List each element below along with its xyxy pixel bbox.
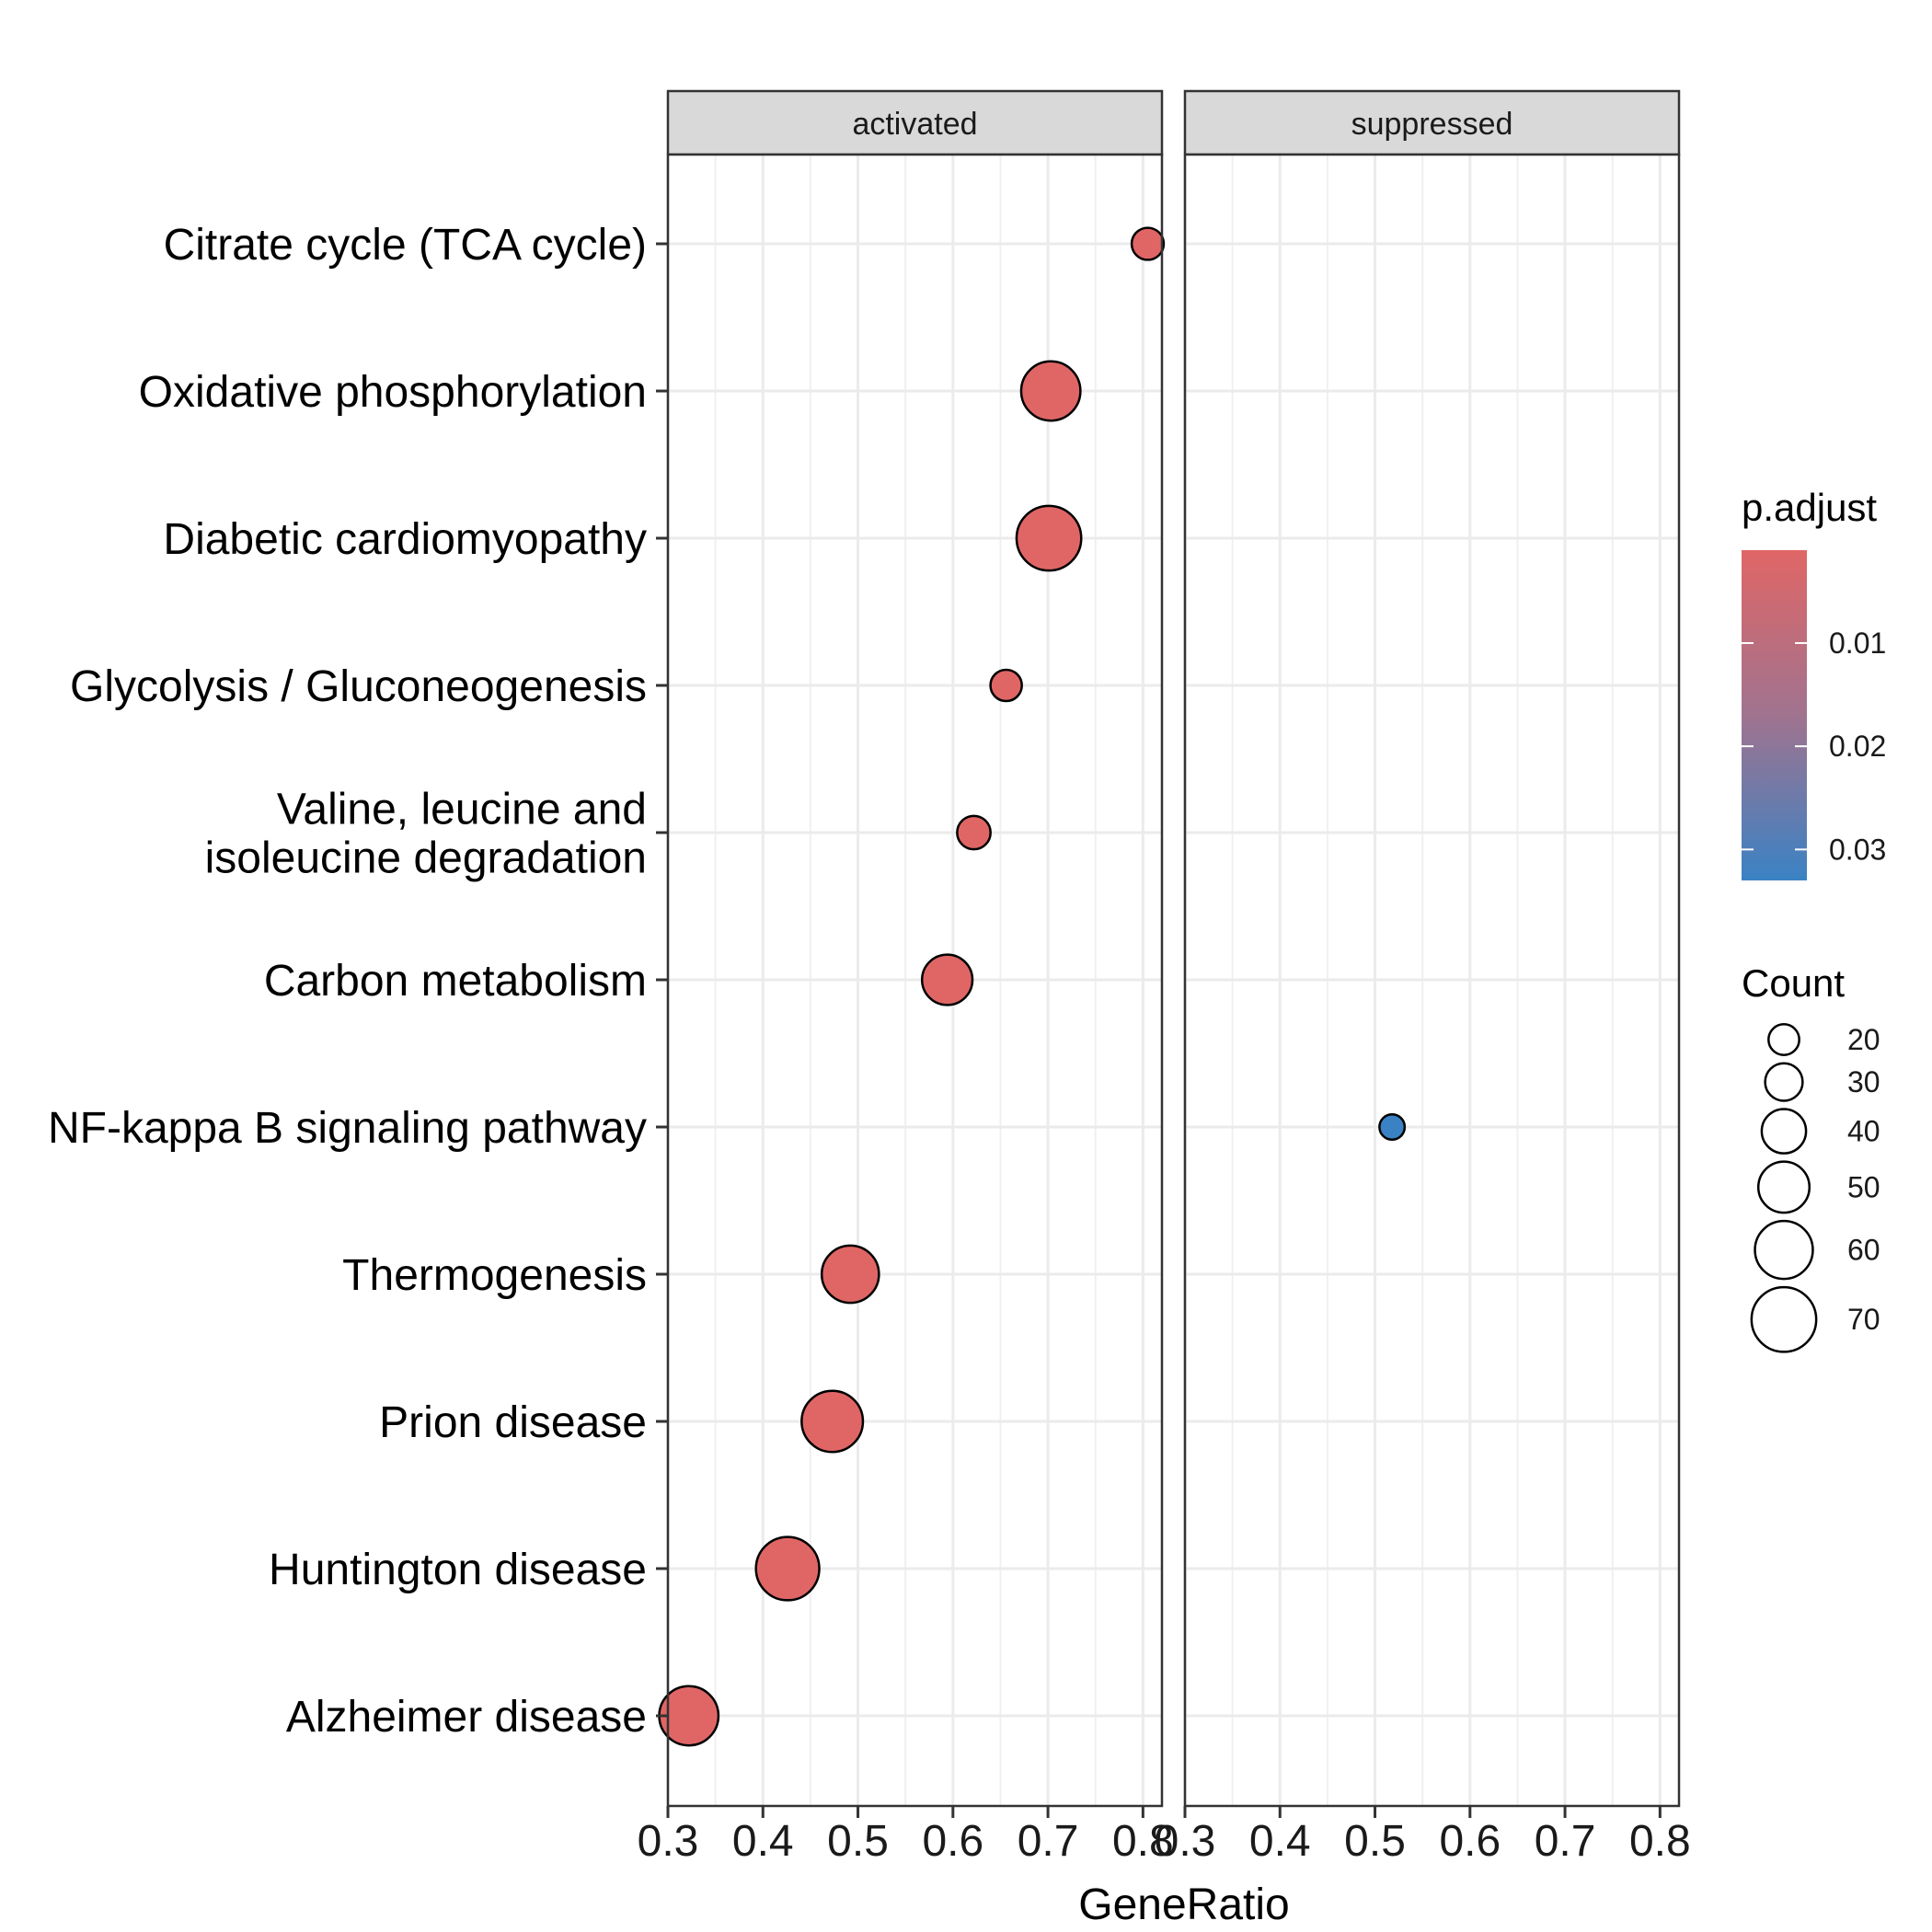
x-axis-title: GeneRatio	[1078, 1880, 1289, 1929]
size-legend-label: 30	[1847, 1065, 1880, 1098]
size-legend-circle	[1756, 1160, 1811, 1214]
x-tick-label: 0.6	[1439, 1817, 1501, 1866]
y-tick-label: NF-kappa B signaling pathway	[48, 1104, 647, 1153]
color-legend-title: p.adjust	[1742, 486, 1877, 529]
x-tick-label: 0.8	[1629, 1817, 1691, 1866]
data-point	[1015, 504, 1083, 572]
size-legend-circle	[1760, 1108, 1808, 1155]
color-legend: p.adjust 0.01 0.02 0.03	[1742, 486, 1886, 880]
data-point	[800, 1389, 865, 1454]
data-point	[1019, 360, 1082, 422]
y-tick-label: Diabetic cardiomyopathy	[163, 515, 647, 564]
color-legend-label: 0.02	[1829, 730, 1886, 763]
y-tick-label: Glycolysis / Gluconeogenesis	[70, 662, 647, 711]
facet-strip-label: activated	[852, 107, 977, 142]
y-tick-label: Oxidative phosphorylation	[139, 368, 647, 417]
data-point	[820, 1244, 880, 1305]
size-legend-label: 60	[1847, 1234, 1880, 1267]
x-tick-label: 0.3	[638, 1817, 699, 1866]
panel-border	[1183, 153, 1681, 1808]
facet-panels: activated suppressed	[658, 89, 1681, 1808]
x-tick-label: 0.4	[732, 1817, 794, 1866]
y-tick-label: Valine, leucine and isoleucine degradatio…	[205, 786, 647, 883]
y-axis-labels: Citrate cycle (TCA cycle) Oxidative phosp…	[48, 221, 668, 1742]
facet-strip	[666, 89, 1164, 156]
color-legend-label: 0.01	[1829, 627, 1886, 660]
x-tick-label: 0.7	[1535, 1817, 1596, 1866]
x-tick-label: 0.5	[827, 1817, 889, 1866]
data-point	[1378, 1113, 1407, 1141]
size-legend-circle	[1750, 1285, 1818, 1353]
data-point	[989, 668, 1023, 703]
y-tick-label: Alzheimer disease	[286, 1693, 647, 1742]
size-legend-label: 20	[1847, 1023, 1880, 1056]
x-axis: 0.3 0.4 0.5 0.6 0.7 0.80.3 0.4 0.5 0.6 0.7 0.8	[638, 1806, 1691, 1866]
size-legend-circle	[1767, 1023, 1800, 1056]
data-point	[1130, 226, 1166, 261]
y-tick-label: Carbon metabolism	[264, 957, 647, 1006]
color-legend-bar	[1742, 550, 1807, 880]
data-point	[754, 1535, 821, 1602]
data-point	[920, 953, 974, 1006]
y-tick-label: Thermogenesis	[342, 1251, 647, 1300]
size-legend-title: Count	[1742, 961, 1845, 1005]
size-legend-label: 40	[1847, 1115, 1880, 1148]
x-tick-label: 0.5	[1344, 1817, 1406, 1866]
x-tick-label: 0.7	[1018, 1817, 1079, 1866]
facet-panel-suppressed: suppressed	[1183, 89, 1681, 1808]
size-legend-circle	[1754, 1219, 1814, 1281]
color-legend-label: 0.03	[1829, 833, 1886, 866]
y-tick-label: Citrate cycle (TCA cycle)	[164, 221, 647, 270]
y-tick-label: Huntington disease	[269, 1546, 647, 1594]
size-legend-circle	[1764, 1062, 1804, 1102]
size-legend-label: 50	[1847, 1170, 1880, 1203]
x-tick-label: 0.3	[1155, 1817, 1216, 1866]
x-tick-label: 0.8	[1112, 1817, 1174, 1866]
size-legend-label: 70	[1847, 1303, 1880, 1336]
x-tick-label: 0.6	[922, 1817, 983, 1866]
x-tick-label: 0.4	[1249, 1817, 1311, 1866]
facet-panel-activated: activated	[658, 89, 1166, 1808]
data-point	[956, 814, 992, 851]
y-tick-label: Prion disease	[379, 1398, 647, 1447]
facet-strip-label: suppressed	[1351, 107, 1513, 142]
